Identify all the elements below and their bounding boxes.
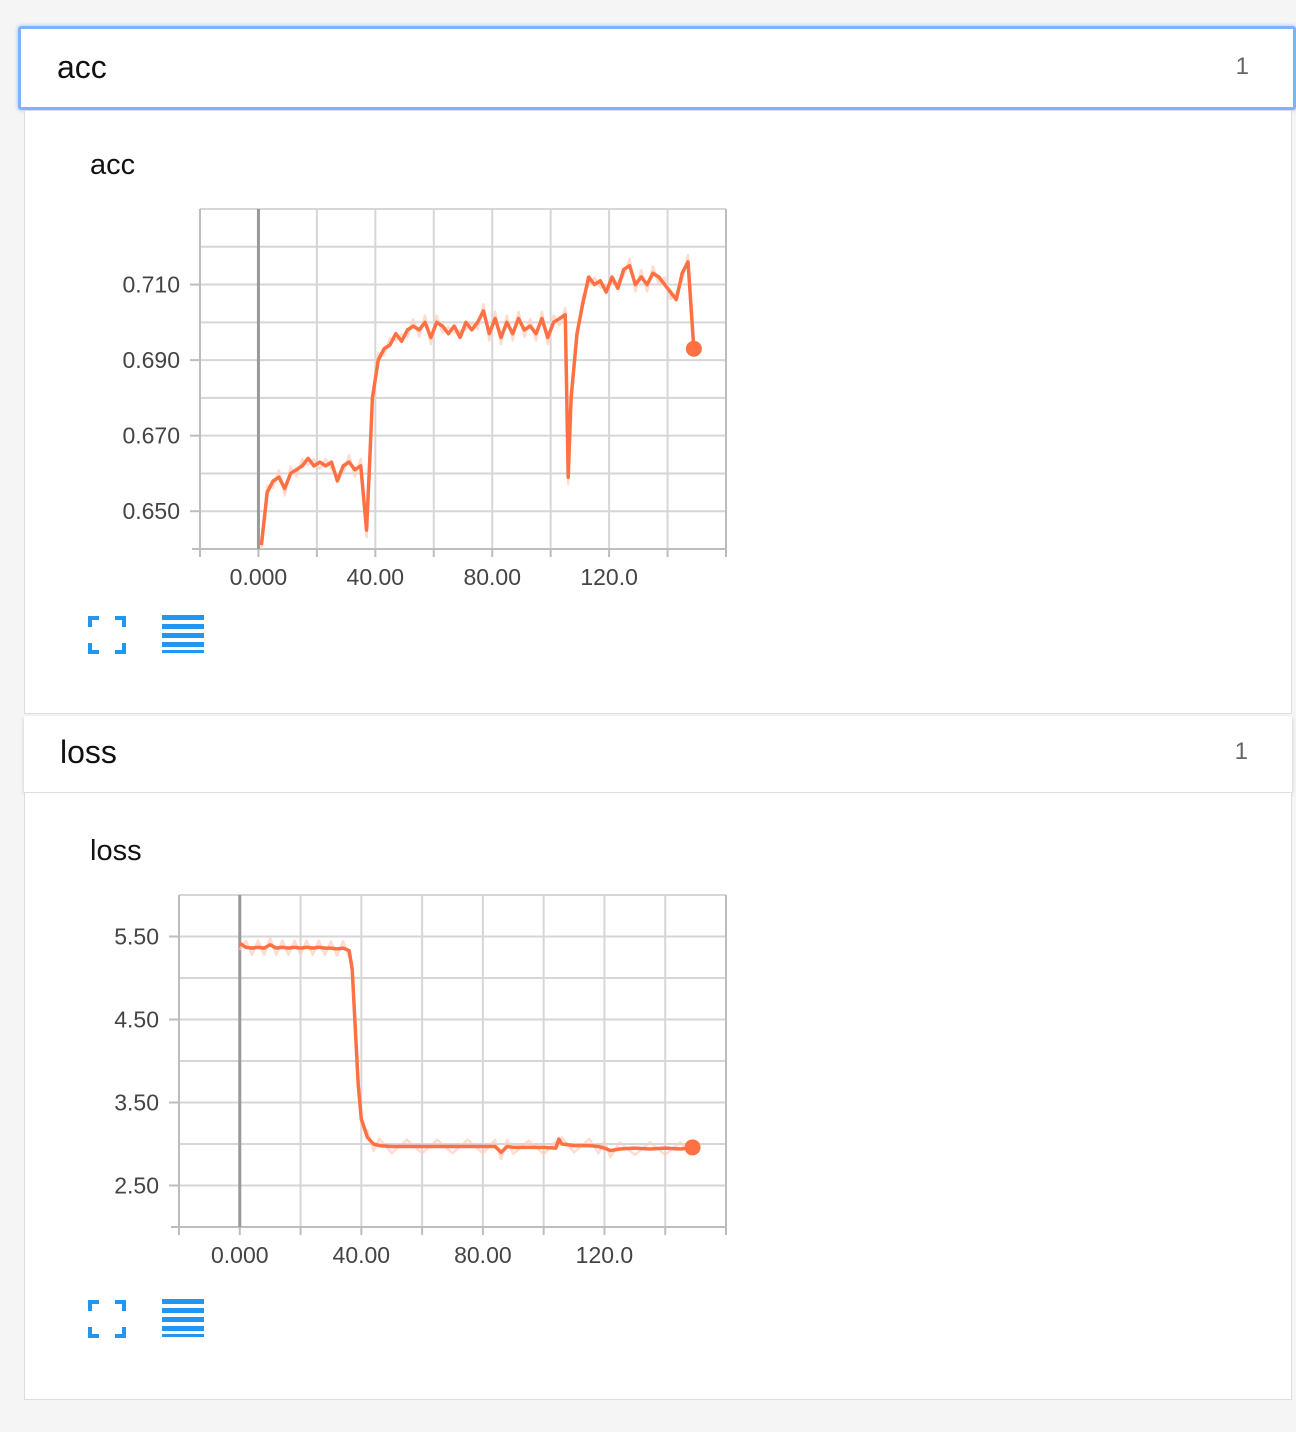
list-icon <box>162 1299 204 1337</box>
series-line <box>238 941 694 1155</box>
fullscreen-button[interactable] <box>87 615 127 655</box>
x-tick-label: 80.00 <box>454 1242 512 1268</box>
y-tick-label: 0.710 <box>122 272 180 298</box>
chart-title: acc <box>90 149 136 181</box>
y-tick-label: 0.670 <box>122 423 180 449</box>
section-title: loss <box>60 734 117 770</box>
list-icon <box>162 615 204 653</box>
data-table-button[interactable] <box>162 1297 204 1337</box>
acc-chart[interactable]: 0.000 40.00 80.00 120.0 0.710 0.690 0.670 0.650 <box>25 111 745 611</box>
fullscreen-button[interactable] <box>87 1299 127 1339</box>
fullscreen-icon <box>88 1300 126 1338</box>
chart-title: loss <box>90 835 142 867</box>
y-tick-label: 0.650 <box>122 498 180 524</box>
chart-card-loss: loss 0.000 40.00 80.00 120.0 5.50 4.50 3.50 2.5… <box>24 792 1292 1400</box>
data-table-button[interactable] <box>162 613 204 653</box>
fullscreen-icon <box>88 616 126 654</box>
x-tick-label: 120.0 <box>576 1242 634 1268</box>
y-tick-label: 2.50 <box>114 1173 159 1199</box>
section-header-loss[interactable]: loss 1 <box>24 716 1292 792</box>
series-end-point <box>684 1139 701 1156</box>
x-tick-label: 0.000 <box>230 564 288 590</box>
y-tick-label: 3.50 <box>114 1090 159 1116</box>
y-tick-label: 0.690 <box>122 347 180 373</box>
x-tick-label: 40.00 <box>347 564 405 590</box>
x-tick-label: 0.000 <box>211 1242 269 1268</box>
series-raw-line <box>260 253 696 550</box>
x-tick-label: 40.00 <box>333 1242 391 1268</box>
series-end-point <box>685 340 702 357</box>
section-count: 1 <box>1235 53 1249 80</box>
chart-card-acc: acc 0.000 40.00 80.00 120.0 0.710 0.690 0.670 0… <box>24 110 1292 714</box>
y-tick-label: 5.50 <box>114 924 159 950</box>
loss-chart[interactable]: 0.000 40.00 80.00 120.0 5.50 4.50 3.50 2.50 <box>25 793 745 1293</box>
y-tick-label: 4.50 <box>114 1007 159 1033</box>
section-header-acc[interactable]: acc 1 <box>18 26 1296 110</box>
section-title: acc <box>57 49 107 85</box>
x-tick-label: 80.00 <box>463 564 521 590</box>
series-raw-line <box>238 936 694 1161</box>
series-line <box>259 260 696 546</box>
x-tick-label: 120.0 <box>580 564 638 590</box>
section-count: 1 <box>1234 738 1248 765</box>
